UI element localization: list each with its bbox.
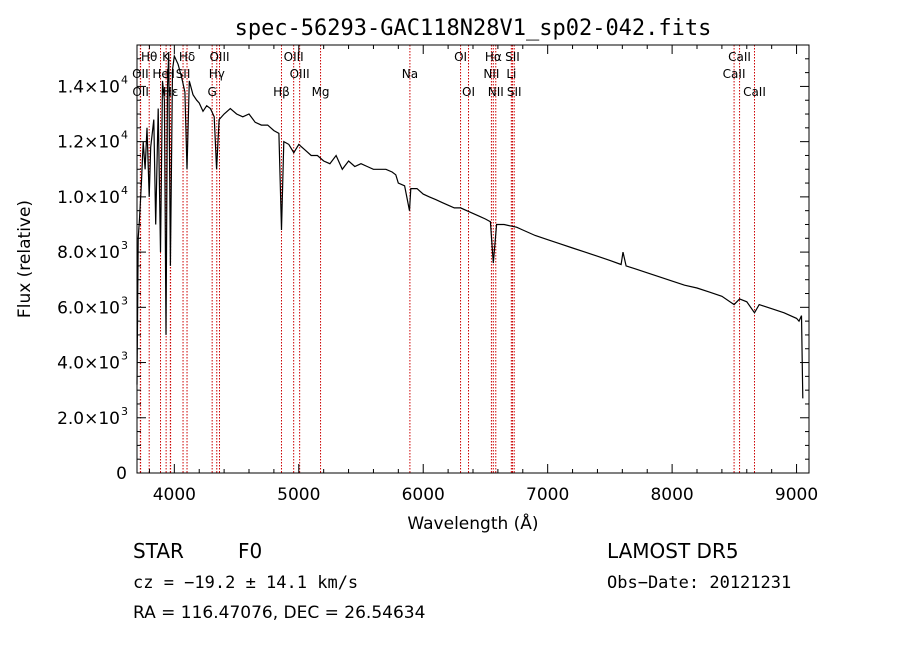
y-tick-label: 0 bbox=[116, 464, 127, 484]
spectral-line-label: Hθ bbox=[141, 50, 157, 64]
spectral-line-label: OIII bbox=[284, 50, 304, 64]
spectral-line-label: OI bbox=[454, 50, 467, 64]
redshift-readout: cz = −19.2 ± 14.1 km/s bbox=[133, 573, 359, 593]
spectral-line-label: NII bbox=[483, 67, 499, 81]
spectral-line-markers bbox=[139, 45, 755, 473]
coordinates-readout: RA = 116.47076, DEC = 26.54634 bbox=[133, 603, 426, 623]
x-tick-label: 9000 bbox=[775, 485, 818, 505]
spectral-line-label: OIII bbox=[290, 67, 310, 81]
spectral-line-label: K bbox=[162, 50, 171, 64]
chart-title: spec-56293-GAC118N28V1_sp02-042.fits bbox=[235, 16, 712, 41]
y-tick-label: 8.0×10 bbox=[57, 243, 120, 263]
x-tick-label: 7000 bbox=[526, 485, 569, 505]
spectral-line-label: OII bbox=[132, 85, 149, 99]
y-tick-exponent: 4 bbox=[121, 73, 128, 86]
spectral-line-label: OIII bbox=[209, 50, 229, 64]
y-tick-label: 2.0×10 bbox=[57, 409, 120, 429]
spectral-line-label: CaII bbox=[723, 67, 746, 81]
x-tick-label: 8000 bbox=[650, 485, 693, 505]
x-tick-label: 6000 bbox=[402, 485, 445, 505]
spectral-line-label: CaII bbox=[728, 50, 751, 64]
y-tick-label: 1.0×10 bbox=[57, 188, 120, 208]
plot-frame bbox=[136, 44, 810, 474]
spectrum-line bbox=[136, 53, 804, 399]
y-tick-exponent: 3 bbox=[121, 239, 128, 252]
y-tick-exponent: 3 bbox=[121, 405, 128, 418]
spectral-line-label: CaII bbox=[743, 85, 766, 99]
y-tick-exponent: 3 bbox=[121, 294, 128, 307]
spectrum-series bbox=[136, 53, 804, 399]
spectral-line-label: Hε bbox=[163, 85, 179, 99]
spectral-line-label: OII bbox=[132, 67, 149, 81]
spectral-line-label: Li bbox=[506, 67, 516, 81]
x-tick-label: 4000 bbox=[153, 485, 196, 505]
spectral-line-label: Hα bbox=[485, 50, 502, 64]
spectral-line-label: SII bbox=[505, 50, 520, 64]
y-tick-label: 1.4×10 bbox=[57, 77, 120, 97]
subclass-label: F0 bbox=[238, 539, 263, 563]
spectral-line-label: He bbox=[152, 67, 168, 81]
x-tick-label: 5000 bbox=[277, 485, 320, 505]
spectral-line-label: NII bbox=[488, 85, 504, 99]
obs-date-readout: Obs−Date: 20121231 bbox=[607, 573, 792, 593]
spectral-line-label: Hγ bbox=[209, 67, 225, 81]
y-tick-label: 4.0×10 bbox=[57, 354, 120, 374]
spectral-line-label: Na bbox=[402, 67, 418, 81]
spectral-line-label: OI bbox=[462, 85, 475, 99]
y-tick-exponent: 4 bbox=[121, 129, 128, 142]
y-axis: 02.0×10 34.0×10 36.0×10 38.0×10 31.0×10 41.2×… bbox=[57, 58, 809, 484]
spectral-line-label: SII bbox=[507, 85, 522, 99]
x-axis: 4000 5000 6000 7000 8000 9000 bbox=[148, 45, 818, 505]
spectral-line-label: H bbox=[166, 67, 175, 81]
survey-label: LAMOST DR5 bbox=[607, 539, 739, 563]
class-label: STAR bbox=[133, 539, 184, 563]
y-tick-label: 1.2×10 bbox=[57, 133, 120, 153]
y-axis-label: Flux (relative) bbox=[15, 200, 35, 318]
x-axis-label: Wavelength (Å) bbox=[407, 512, 538, 534]
spectral-line-label: Hβ bbox=[273, 85, 290, 99]
spectral-line-label: SII bbox=[176, 67, 191, 81]
spectral-line-label: Mg bbox=[312, 85, 330, 99]
spectral-line-label: Hδ bbox=[179, 50, 195, 64]
y-tick-exponent: 4 bbox=[121, 184, 128, 197]
spectral-line-label: G bbox=[208, 85, 217, 99]
y-tick-exponent: 3 bbox=[121, 350, 128, 363]
y-tick-label: 6.0×10 bbox=[57, 298, 120, 318]
